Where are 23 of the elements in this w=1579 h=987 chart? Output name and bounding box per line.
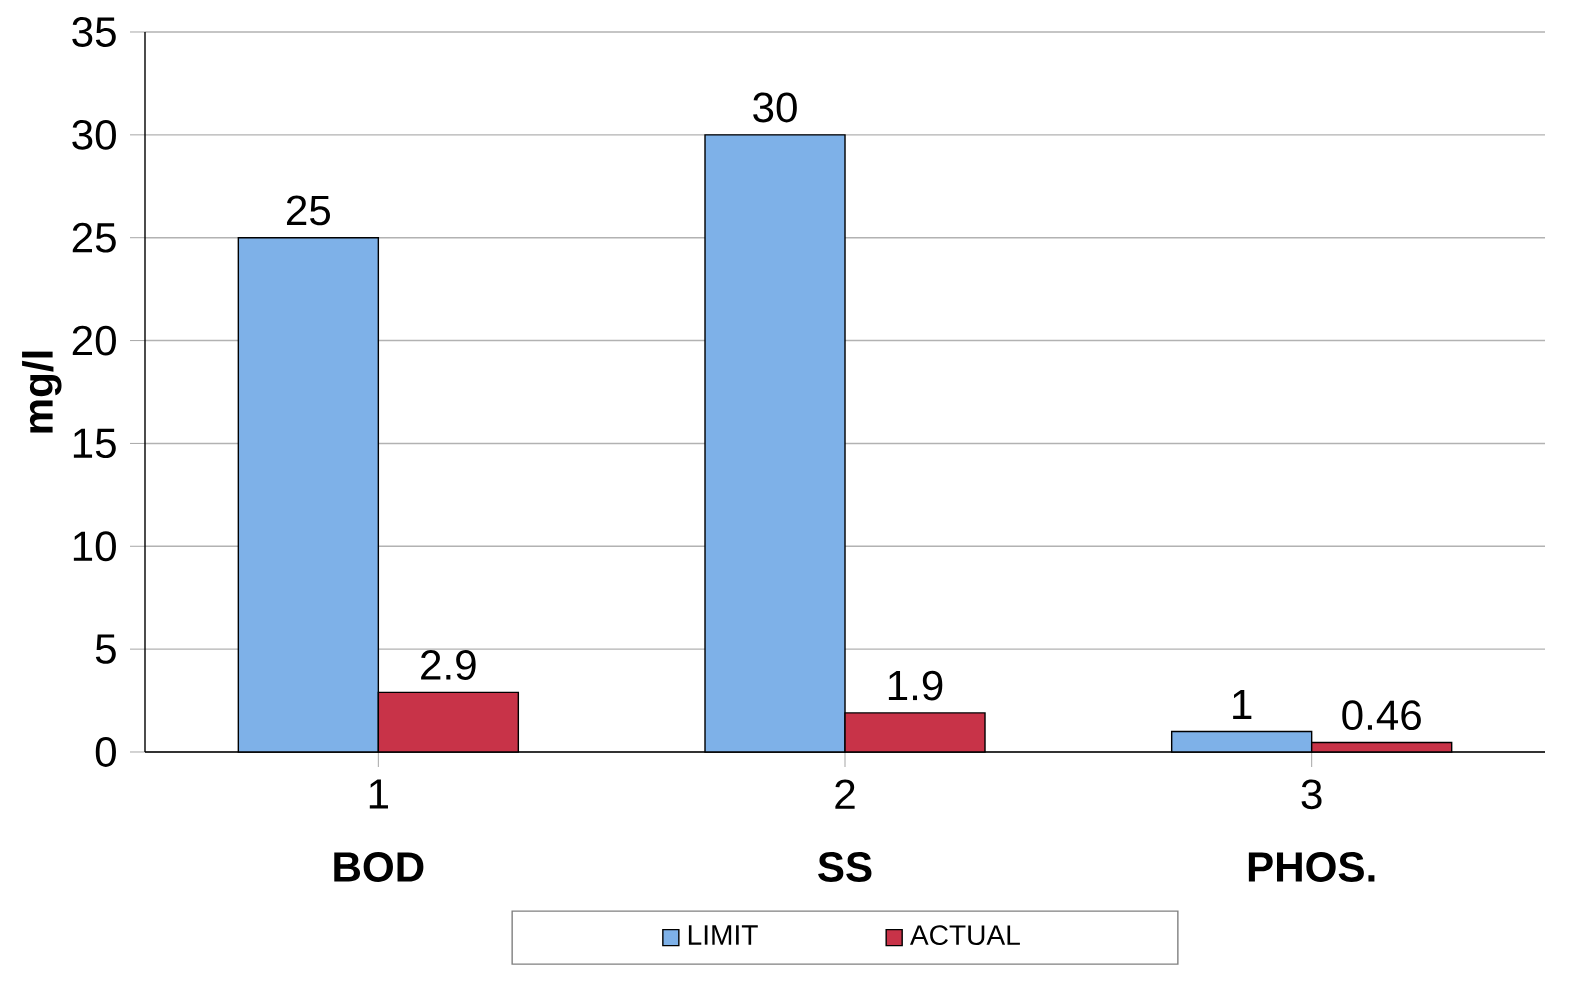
text: SS bbox=[818, 852, 872, 882]
data-label: 25 bbox=[286, 195, 330, 226]
y-tick-label: 35 bbox=[72, 17, 116, 47]
data-label: 0.46 bbox=[1342, 700, 1421, 731]
text: BOD bbox=[334, 852, 424, 882]
y-tick-label: 10 bbox=[73, 531, 116, 562]
y-tick-label: 30 bbox=[72, 119, 116, 150]
x-tick-label: 2 bbox=[835, 779, 855, 809]
text: PHOS. bbox=[1248, 852, 1375, 882]
y-tick-label: 20 bbox=[72, 325, 116, 356]
y-tick-label: 15 bbox=[73, 428, 116, 459]
data-label: 30 bbox=[753, 92, 797, 123]
data-label: 1.9 bbox=[888, 670, 943, 701]
x-tick-label: 1 bbox=[369, 779, 388, 809]
y-tick-label: 0 bbox=[95, 737, 116, 767]
legend-label: LIMIT bbox=[688, 925, 758, 945]
x-tick-label: 3 bbox=[1301, 779, 1322, 810]
data-label: 1 bbox=[1233, 690, 1252, 720]
y-tick-label: 25 bbox=[72, 222, 116, 253]
legend-label: ACTUAL bbox=[909, 925, 1020, 946]
y-axis-title: mg/l bbox=[22, 351, 62, 433]
y-tick-label: 5 bbox=[95, 634, 116, 664]
data-label: 2.9 bbox=[421, 650, 476, 680]
